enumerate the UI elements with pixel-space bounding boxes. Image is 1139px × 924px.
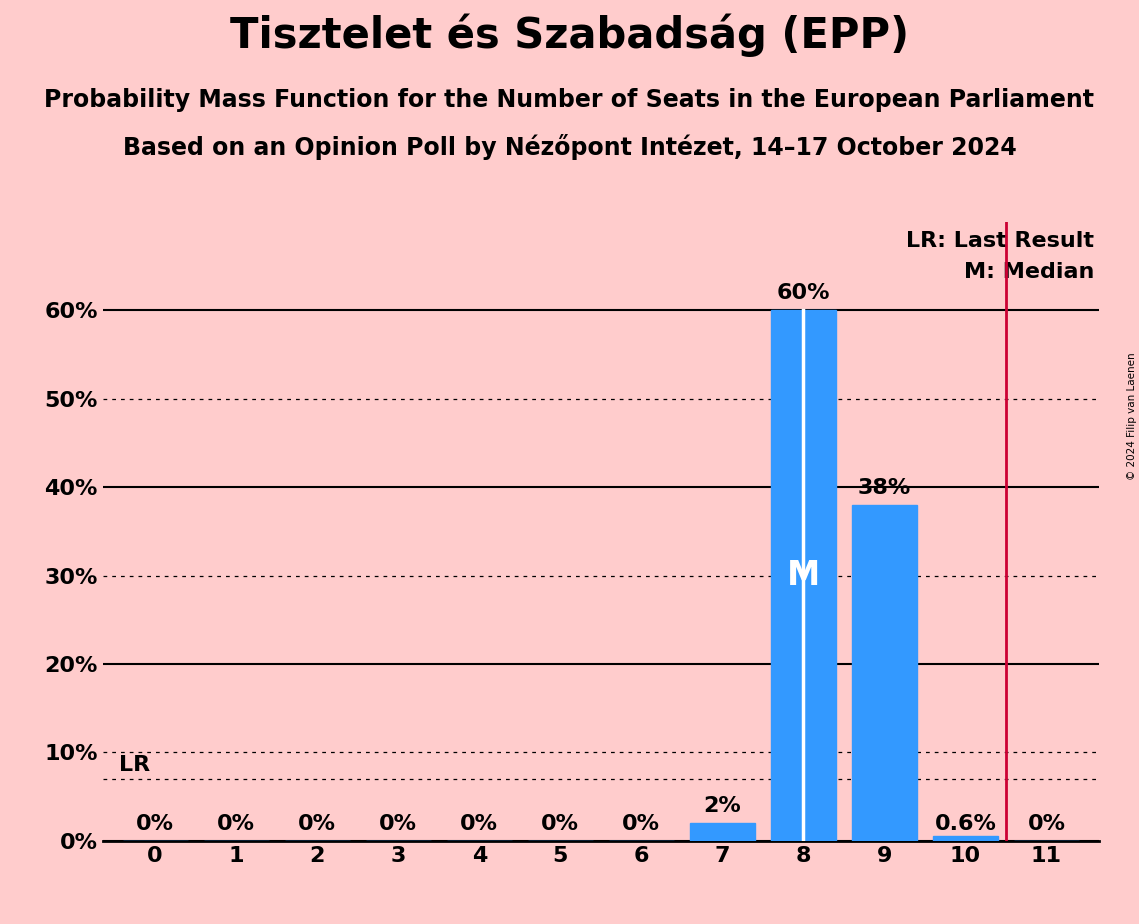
Text: LR: LR xyxy=(118,755,150,774)
Text: 0.6%: 0.6% xyxy=(934,814,997,833)
Text: 0%: 0% xyxy=(379,814,417,833)
Bar xyxy=(933,835,998,841)
Text: 0%: 0% xyxy=(622,814,661,833)
Text: 0%: 0% xyxy=(137,814,174,833)
Bar xyxy=(771,310,836,841)
Text: Based on an Opinion Poll by Nézőpont Intézet, 14–17 October 2024: Based on an Opinion Poll by Nézőpont Int… xyxy=(123,134,1016,160)
Text: 0%: 0% xyxy=(218,814,255,833)
Text: M: M xyxy=(787,559,820,592)
Text: 0%: 0% xyxy=(298,814,336,833)
Text: 0%: 0% xyxy=(1027,814,1065,833)
Bar xyxy=(690,823,755,841)
Text: 60%: 60% xyxy=(777,283,830,303)
Text: 0%: 0% xyxy=(541,814,580,833)
Text: LR: Last Result: LR: Last Result xyxy=(907,231,1095,251)
Text: 0%: 0% xyxy=(460,814,498,833)
Text: Probability Mass Function for the Number of Seats in the European Parliament: Probability Mass Function for the Number… xyxy=(44,88,1095,112)
Text: © 2024 Filip van Laenen: © 2024 Filip van Laenen xyxy=(1126,352,1137,480)
Text: 2%: 2% xyxy=(704,796,741,816)
Text: 38%: 38% xyxy=(858,478,911,498)
Text: M: Median: M: Median xyxy=(964,262,1095,282)
Bar xyxy=(852,505,917,841)
Text: Tisztelet és Szabadság (EPP): Tisztelet és Szabadság (EPP) xyxy=(230,14,909,57)
